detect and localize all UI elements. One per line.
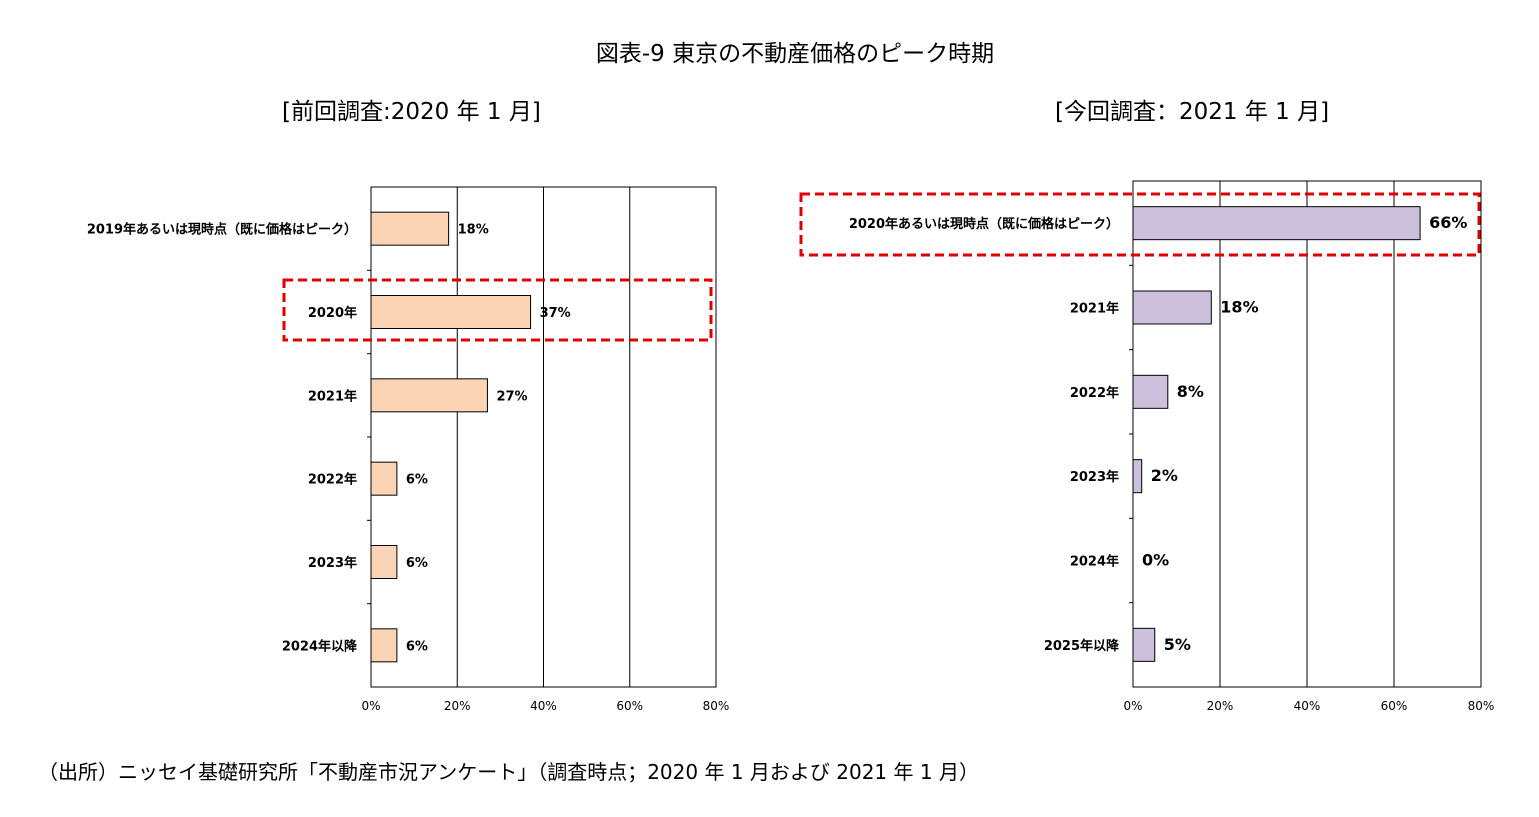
left-value-label: 27% [496, 389, 527, 404]
right-value-label: 2% [1151, 466, 1178, 485]
left-category-label: 2019年あるいは現時点（既に価格はピーク） [87, 222, 357, 238]
right-category-label: 2021年 [1070, 301, 1119, 317]
left-x-tick-label: 0% [361, 699, 380, 713]
right-value-label: 8% [1177, 382, 1204, 401]
right-value-label: 0% [1142, 551, 1169, 570]
right-category-label: 2025年以降 [1044, 638, 1120, 654]
left-value-label: 6% [406, 556, 428, 571]
left-category-label: 2020年 [308, 305, 357, 321]
right-category-label: 2024年 [1070, 554, 1119, 570]
right-x-tick-label: 80% [1468, 699, 1495, 713]
right-category-label: 2022年 [1070, 385, 1119, 401]
right-highlight-box [799, 192, 1481, 257]
left-value-label: 18% [458, 223, 489, 238]
right-category-label: 2023年 [1070, 469, 1119, 485]
left-category-label: 2022年 [308, 472, 357, 488]
source-note: （出所）ニッセイ基礎研究所「不動産市況アンケート」（調査時点；2020 年 1 … [38, 760, 979, 784]
figure-title: 図表-9 東京の不動産価格のピーク時期 [595, 41, 995, 67]
left-bar [370, 211, 450, 246]
left-highlight-box [282, 278, 713, 342]
right-category-label: 2020年あるいは現時点（既に価格はピーク） [849, 216, 1119, 232]
left-bar [370, 295, 532, 329]
right-x-tick-label: 40% [1294, 699, 1321, 713]
right-x-tick-label: 0% [1123, 699, 1142, 713]
right-value-label: 66% [1429, 213, 1467, 232]
left-category-label: 2021年 [308, 388, 357, 404]
left-category-label: 2024年以降 [282, 638, 358, 654]
left-bar [370, 545, 398, 579]
left-category-label: 2023年 [308, 555, 357, 571]
right-x-tick-label: 20% [1207, 699, 1234, 713]
left-bar [370, 628, 398, 663]
right-chart-title: [今回調査：2021 年 1 月] [1055, 99, 1330, 125]
right-value-label: 18% [1220, 298, 1258, 317]
left-bar [370, 378, 488, 413]
left-value-label: 6% [406, 639, 428, 654]
left-value-label: 37% [540, 306, 571, 321]
right-bar [1132, 290, 1212, 325]
left-bar [370, 461, 398, 496]
right-value-label: 5% [1164, 635, 1191, 654]
right-bar [1132, 627, 1156, 662]
right-bar [1132, 459, 1143, 494]
right-bar [1132, 374, 1169, 409]
left-x-tick-label: 60% [616, 699, 643, 713]
left-value-label: 6% [406, 473, 428, 488]
right-bar [1132, 206, 1421, 241]
left-x-tick-label: 40% [530, 699, 557, 713]
left-chart-title: [前回調査:2020 年 1 月] [282, 99, 541, 125]
left-x-tick-label: 80% [703, 699, 730, 713]
right-x-tick-label: 60% [1381, 699, 1408, 713]
left-x-tick-label: 20% [444, 699, 471, 713]
